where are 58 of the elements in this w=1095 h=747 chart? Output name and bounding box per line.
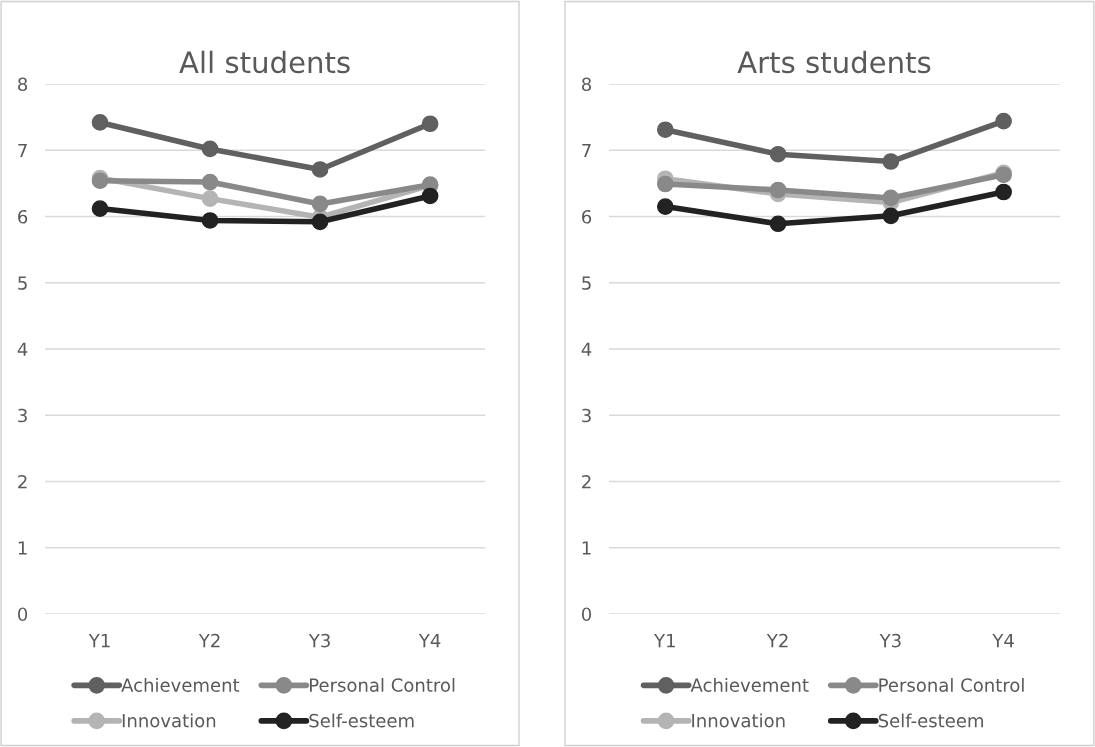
point xyxy=(995,112,1012,130)
y-tick-label: 8 xyxy=(581,77,592,92)
y-tick-label: 0 xyxy=(18,607,28,622)
point xyxy=(91,114,109,131)
y-tick-label: 2 xyxy=(18,474,27,489)
point xyxy=(201,140,219,158)
y-tick-label: 1 xyxy=(582,541,591,555)
legend-label: Self-esteem xyxy=(878,713,983,728)
x-tick-label: Y1 xyxy=(654,634,675,648)
point xyxy=(656,175,674,193)
legend-label: Achievement xyxy=(690,677,809,692)
x-tick-label: Y4 xyxy=(418,634,441,648)
point xyxy=(311,161,329,178)
legend-label: Achievement xyxy=(121,677,240,692)
point xyxy=(656,198,674,215)
y-tick-label: 6 xyxy=(18,209,28,224)
y-tick-label: 5 xyxy=(582,276,591,290)
chart-title: All students xyxy=(179,50,350,74)
point xyxy=(311,195,329,213)
x-tick-label: Y3 xyxy=(879,633,901,648)
legend-label: Self-esteem xyxy=(309,713,414,728)
point xyxy=(201,212,219,229)
point xyxy=(995,183,1012,201)
legend-label: Personal Control xyxy=(879,677,1024,692)
y-tick-label: 7 xyxy=(582,143,591,158)
point xyxy=(882,153,900,170)
x-tick-label: Y2 xyxy=(198,633,220,648)
point xyxy=(311,213,329,231)
chart-title: Arts students xyxy=(737,50,931,74)
y-tick-label: 3 xyxy=(18,408,27,423)
point xyxy=(769,145,787,163)
legend-label: Innovation xyxy=(122,713,216,728)
y-tick-label: 0 xyxy=(581,607,592,622)
y-tick-label: 6 xyxy=(582,209,592,224)
point xyxy=(421,187,439,205)
point xyxy=(201,190,219,207)
x-tick-label: Y2 xyxy=(766,633,788,648)
point xyxy=(769,181,787,199)
x-tick-label: Y4 xyxy=(992,634,1014,648)
point xyxy=(769,215,787,233)
legend-label: Personal Control xyxy=(310,677,455,692)
y-tick-label: 4 xyxy=(17,342,28,356)
y-tick-label: 5 xyxy=(18,276,27,290)
point xyxy=(882,189,900,207)
y-tick-label: 7 xyxy=(18,143,27,158)
point xyxy=(882,207,900,225)
y-tick-label: 8 xyxy=(18,77,28,92)
point xyxy=(656,121,674,139)
y-tick-label: 4 xyxy=(581,342,592,356)
x-tick-label: Y1 xyxy=(88,634,110,648)
y-tick-label: 1 xyxy=(18,541,27,555)
y-tick-label: 3 xyxy=(582,408,591,423)
point xyxy=(201,173,219,191)
point xyxy=(421,115,439,133)
legend-label: Innovation xyxy=(692,713,785,728)
y-tick-label: 2 xyxy=(582,474,591,489)
point xyxy=(91,200,109,217)
x-tick-label: Y3 xyxy=(308,633,330,648)
